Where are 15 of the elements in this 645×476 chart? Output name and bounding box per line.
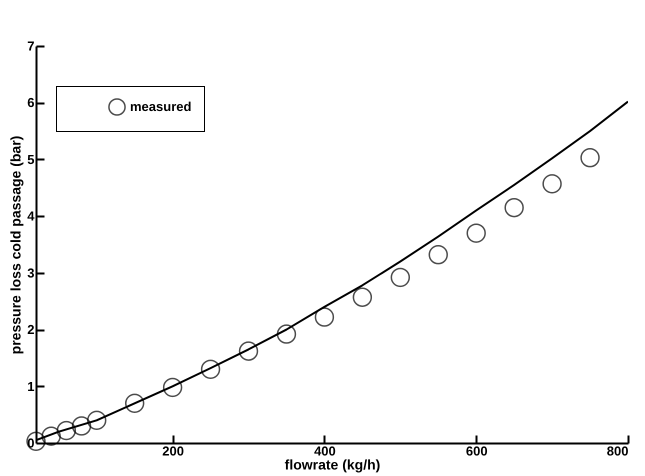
x-tick-label: 800	[606, 444, 628, 458]
y-axis-title: pressure loss cold passage (bar)	[7, 136, 24, 354]
y-tick-label: 6	[27, 95, 34, 110]
x-tick-label: 400	[314, 444, 336, 458]
x-axis-title: flowrate (kg/h)	[284, 456, 380, 472]
y-tick-label: 7	[27, 38, 34, 54]
legend-label: measured	[130, 99, 192, 114]
y-tick-label: 3	[27, 265, 34, 280]
y-tick-label: 2	[27, 322, 34, 338]
y-tick-label: 1	[27, 378, 34, 394]
x-tick-label: 600	[466, 444, 488, 458]
x-tick-label: 200	[162, 444, 184, 458]
y-tick-label: 5	[27, 152, 34, 167]
y-tick-label: 4	[27, 208, 36, 224]
y-tick-label: 0	[27, 436, 34, 450]
